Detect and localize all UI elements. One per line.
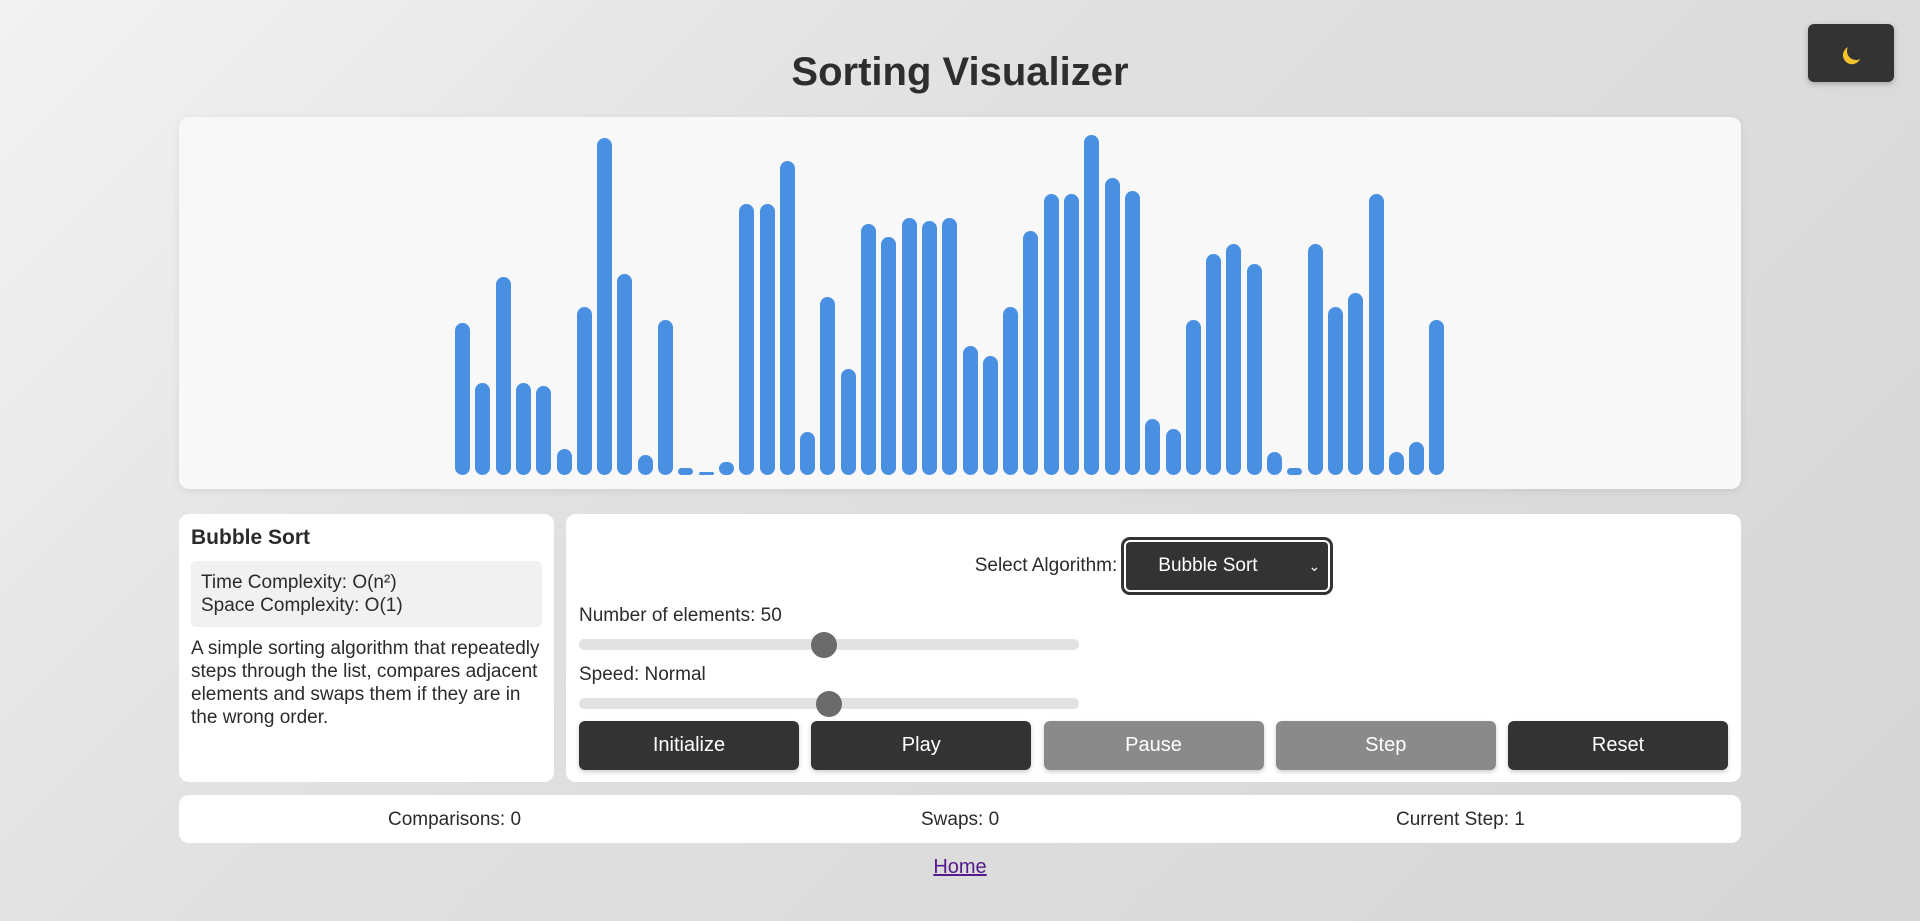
bar — [698, 472, 714, 475]
space-complexity: Space Complexity: O(1) — [201, 595, 403, 616]
visualization-panel — [179, 117, 1741, 489]
bar — [1206, 254, 1222, 475]
bar — [739, 204, 755, 475]
play-button[interactable]: Play — [811, 721, 1032, 770]
bar — [455, 323, 470, 475]
time-complexity: Time Complexity: O(n²) — [201, 572, 397, 593]
bar — [982, 356, 998, 475]
bar — [1287, 468, 1303, 475]
bar — [475, 383, 491, 475]
bar — [840, 369, 856, 475]
bar — [637, 455, 653, 475]
elements-slider-thumb[interactable] — [811, 632, 837, 658]
current-step: Current Step: 1 — [1396, 809, 1525, 830]
bar — [576, 307, 592, 475]
bar — [1327, 307, 1343, 475]
bar — [759, 204, 775, 475]
controls-panel: Select Algorithm: Bubble Sort ⌄ Number o… — [566, 514, 1741, 782]
bar — [678, 468, 694, 475]
algorithm-description: A simple sorting algorithm that repeated… — [191, 638, 540, 728]
bar — [1226, 244, 1242, 475]
bar — [901, 218, 917, 475]
home-link[interactable]: Home — [933, 856, 987, 878]
bar — [1409, 442, 1425, 475]
speed-slider-thumb[interactable] — [816, 691, 842, 717]
bar — [1165, 429, 1181, 475]
bar — [1104, 178, 1120, 475]
bar — [881, 237, 897, 475]
select-algorithm-label: Select Algorithm: — [974, 555, 1118, 576]
bar — [515, 383, 531, 475]
chevron-down-icon: ⌄ — [1308, 557, 1321, 574]
bar — [1246, 264, 1262, 475]
bar — [1348, 293, 1364, 475]
bar — [1023, 231, 1039, 475]
bar — [861, 224, 876, 475]
bar — [718, 462, 734, 475]
bar — [495, 277, 511, 475]
algorithm-info-panel: Bubble Sort Time Complexity: O(n²) Space… — [179, 514, 554, 782]
algorithm-select[interactable]: Bubble Sort ⌄ — [1122, 538, 1333, 594]
bar — [1388, 452, 1404, 475]
speed-label: Speed: Normal — [579, 664, 706, 685]
bar — [1064, 194, 1079, 475]
step-button[interactable]: Step — [1275, 721, 1496, 770]
elements-slider[interactable] — [579, 632, 1079, 658]
algorithm-select-row: Select Algorithm: Bubble Sort ⌄ — [566, 538, 1741, 594]
theme-toggle-button[interactable] — [1808, 24, 1894, 82]
bar — [962, 346, 978, 475]
bar — [1043, 194, 1059, 475]
bar — [1429, 320, 1445, 475]
speed-slider[interactable] — [579, 691, 1079, 717]
bar — [820, 297, 836, 475]
bar — [1145, 419, 1161, 475]
initialize-button[interactable]: Initialize — [579, 721, 799, 770]
bar-chart — [455, 135, 1465, 475]
pause-button[interactable]: Pause — [1043, 721, 1264, 770]
algorithm-select-value: Bubble Sort — [1158, 555, 1258, 576]
bar — [1267, 452, 1282, 475]
bar — [921, 221, 937, 475]
comparisons-count: Comparisons: 0 — [388, 809, 522, 830]
bar — [779, 161, 795, 475]
bar — [1307, 244, 1323, 475]
stats-panel: Comparisons: 0 Swaps: 0 Current Step: 1 — [179, 795, 1741, 843]
bar — [597, 138, 613, 475]
complexity-box: Time Complexity: O(n²) Space Complexity:… — [191, 561, 542, 627]
bar — [617, 274, 633, 475]
bar — [536, 386, 552, 475]
bar — [942, 218, 958, 475]
reset-button[interactable]: Reset — [1508, 721, 1728, 770]
bar — [800, 432, 816, 475]
bar — [658, 320, 673, 475]
bar — [1084, 135, 1100, 475]
bar — [1124, 191, 1140, 475]
swaps-count: Swaps: 0 — [921, 809, 1000, 830]
page-title: Sorting Visualizer — [791, 50, 1129, 94]
bar — [1185, 320, 1201, 475]
action-buttons: Initialize Play Pause Step Reset — [579, 721, 1728, 770]
bar — [556, 449, 572, 475]
bar — [1003, 307, 1019, 475]
bar — [1368, 194, 1384, 475]
algorithm-name: Bubble Sort — [191, 526, 310, 549]
elements-label: Number of elements: 50 — [579, 605, 782, 626]
